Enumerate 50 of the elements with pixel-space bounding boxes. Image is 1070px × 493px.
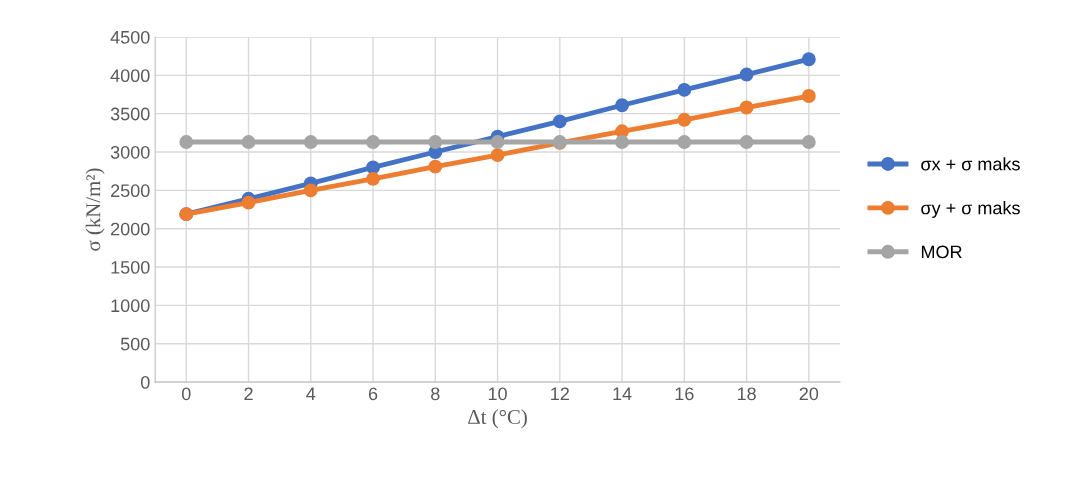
y-tick-label: 0 — [140, 376, 150, 389]
point — [428, 135, 443, 149]
point — [241, 135, 256, 149]
y-tick-label: 500 — [120, 337, 150, 351]
x-axis-title: Δt (°C) — [468, 409, 527, 429]
x-tick-label: 8 — [431, 387, 440, 401]
point — [739, 67, 754, 82]
point — [801, 89, 816, 103]
y-tick-label: 4000 — [110, 69, 150, 83]
point — [366, 160, 380, 175]
point — [428, 159, 443, 174]
point — [801, 135, 816, 149]
x-tick-label: 12 — [551, 387, 569, 401]
point — [552, 114, 567, 129]
y-tick-label: 2500 — [111, 184, 150, 198]
point — [677, 135, 692, 149]
x-tick-label: 2 — [244, 387, 253, 401]
y-tick-label: 1000 — [111, 299, 150, 313]
point — [366, 135, 380, 149]
legend-label: σx + σ maks — [921, 157, 1020, 171]
x-tick-label: 16 — [675, 387, 694, 401]
point — [366, 171, 380, 186]
point — [303, 183, 318, 198]
point — [677, 82, 692, 97]
legend-label: σy + σ maks — [921, 201, 1020, 218]
legend-label: MOR — [921, 245, 962, 259]
x-tick-label: 10 — [488, 387, 507, 401]
y-tick-label: 2000 — [111, 222, 150, 236]
point — [303, 135, 318, 149]
y-tick-label: 3500 — [110, 107, 150, 121]
point — [739, 135, 754, 149]
point — [615, 135, 630, 149]
point — [179, 135, 194, 149]
x-tick-label: 14 — [613, 387, 632, 401]
y-tick-label: 1500 — [111, 260, 150, 274]
y-tick-label: 4500 — [110, 30, 150, 44]
point — [801, 52, 816, 67]
x-tick-label: 20 — [799, 387, 819, 401]
y-tick-label: 3000 — [110, 145, 150, 159]
x-tick-label: 4 — [306, 387, 316, 401]
point — [739, 100, 754, 115]
point — [241, 195, 256, 210]
point — [490, 148, 505, 163]
point — [490, 135, 505, 149]
y-axis-title: σ (kN/m²) — [85, 168, 105, 251]
point — [677, 112, 692, 127]
point — [615, 98, 630, 113]
x-tick-label: 0 — [181, 387, 191, 401]
x-tick-label: 6 — [368, 387, 378, 401]
x-tick-label: 18 — [737, 387, 756, 401]
